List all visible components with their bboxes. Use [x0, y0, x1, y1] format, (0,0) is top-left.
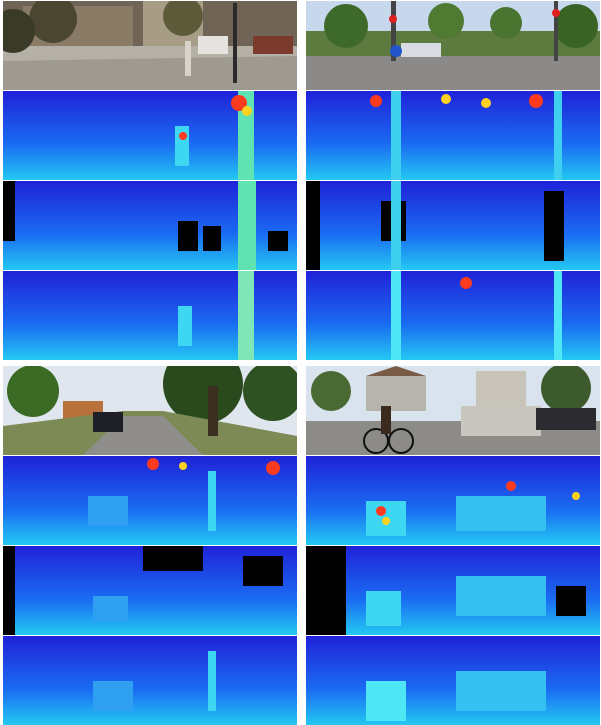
depth-map-prediction	[306, 456, 600, 545]
color-photo	[3, 1, 297, 90]
scene-group-2	[306, 1, 600, 360]
color-photo	[306, 1, 600, 90]
scene-group-1	[3, 1, 297, 360]
depth-map-prediction	[306, 91, 600, 180]
depth-map-sparse	[306, 546, 600, 635]
color-photo	[3, 366, 297, 455]
depth-map-sparse	[3, 546, 297, 635]
depth-map-refined	[3, 271, 297, 360]
depth-map-refined	[306, 271, 600, 360]
depth-map-prediction	[3, 456, 297, 545]
color-photo	[306, 366, 600, 455]
scene-group-4	[306, 366, 600, 725]
depth-map-refined	[3, 636, 297, 725]
depth-map-prediction	[3, 91, 297, 180]
scene-group-3	[3, 366, 297, 725]
depth-map-sparse	[306, 181, 600, 270]
depth-map-sparse	[3, 181, 297, 270]
depth-map-refined	[306, 636, 600, 725]
